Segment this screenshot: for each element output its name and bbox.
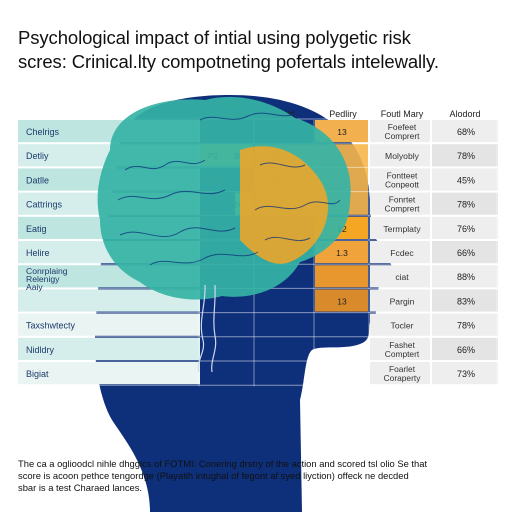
brain-stem (211, 284, 217, 373)
brain-sulcus (149, 251, 259, 266)
row-label: Aaiy (26, 282, 43, 292)
brain-sulcus (264, 236, 311, 242)
data-label: 88% (457, 272, 475, 282)
table-cell (370, 192, 430, 215)
data-label: Pargin (390, 296, 415, 306)
row-label: Helire (26, 248, 50, 258)
brain-sulcus (199, 112, 296, 121)
table-cell (370, 265, 430, 288)
table-cell (432, 192, 498, 215)
data-label: 83% (457, 296, 475, 306)
row-label: Datlle (26, 175, 49, 185)
data-label: 13 (337, 296, 347, 306)
column-header: Foutl Mary (381, 109, 424, 119)
brain-sulcus (259, 162, 306, 168)
brain-stem (197, 284, 206, 373)
row-label-band (18, 362, 200, 385)
table-cell (432, 144, 498, 167)
row-label: Conrplaing (26, 266, 68, 276)
table-cell (432, 337, 498, 360)
data-label: Fashet (389, 340, 415, 350)
data-label: ciat (395, 272, 409, 282)
table-cell (370, 289, 430, 312)
data-label: Fonrtet (389, 195, 416, 205)
table-cell (432, 289, 498, 312)
brain-sulcus (254, 199, 341, 211)
table-cell (370, 362, 430, 385)
data-label: Conpeott (385, 179, 420, 189)
highlight-cell (315, 289, 368, 312)
table-cell (432, 168, 498, 191)
chart-footnote: The ca a oglioodcl nihle dhggics of FOTM… (18, 458, 498, 494)
table-cell (370, 241, 430, 264)
data-label: 13 (337, 127, 347, 137)
table-cell (370, 337, 430, 360)
data-label: 78% (457, 321, 475, 331)
data-label: 66% (457, 345, 475, 355)
data-label: Termplaty (383, 224, 421, 234)
column-header: Alodord (449, 109, 480, 119)
row-label: Chelrigs (26, 127, 60, 137)
table-cell (432, 216, 498, 239)
footnote-line: sbar is a test Charaed lances. (18, 482, 143, 493)
brain-lobe-highlight (240, 146, 329, 264)
data-label: 76% (457, 224, 475, 234)
data-label: 78% (457, 200, 475, 210)
footnote-line: score is acoon pethce tengordge (Playati… (18, 470, 409, 481)
brain-sulcus (117, 189, 226, 201)
table-cell (370, 144, 430, 167)
table-cell (432, 265, 498, 288)
brain-sulcus (119, 227, 236, 237)
column-header: Pedliry (329, 109, 357, 119)
data-label: Comprert (385, 204, 421, 214)
table-cell (370, 216, 430, 239)
table-cell (432, 120, 498, 143)
data-label: 78% (457, 151, 475, 161)
row-label: Bigiat (26, 369, 49, 379)
table-cell (432, 241, 498, 264)
row-label: Taxshwtecty (26, 321, 76, 331)
data-label: 66% (457, 248, 475, 258)
row-label: Relenigy (26, 274, 60, 284)
data-label: Foefeet (388, 122, 417, 132)
row-label: Detliy (26, 151, 49, 161)
row-label-band (18, 337, 200, 360)
data-label: 45% (457, 175, 475, 185)
data-label: Molyobly (385, 151, 420, 161)
row-label: Cattrings (26, 200, 63, 210)
table-cell (432, 313, 498, 336)
chart-title: Psychological impact of intial using pol… (18, 26, 498, 74)
row-label-band (18, 289, 200, 312)
table-cell (432, 362, 498, 385)
data-label: Foarlet (389, 364, 416, 374)
row-label-band (18, 313, 200, 336)
highlight-cell (315, 120, 368, 143)
row-label: Nidldry (26, 345, 55, 355)
brain-sulcus (124, 159, 206, 171)
title-line: scres: Crinical.lty compotneting poferta… (18, 51, 439, 72)
data-label: Comptert (385, 349, 420, 359)
data-label: Tocler (391, 321, 414, 331)
data-label: 68% (457, 127, 475, 137)
table-cell (370, 168, 430, 191)
title-line: Psychological impact of intial using pol… (18, 27, 411, 48)
data-label: Fcdec (390, 248, 414, 258)
data-label: Fontteet (387, 170, 418, 180)
data-label: 73% (457, 369, 475, 379)
footnote-line: The ca a oglioodcl nihle dhggics of FOTM… (18, 458, 428, 469)
data-label: 1.3 (336, 248, 348, 258)
row-label: Eatig (26, 224, 47, 234)
highlight-cell (315, 265, 368, 288)
data-label: Comprert (385, 131, 421, 141)
table-cell (370, 120, 430, 143)
data-label: Coraperty (384, 373, 422, 383)
table-cell (370, 313, 430, 336)
